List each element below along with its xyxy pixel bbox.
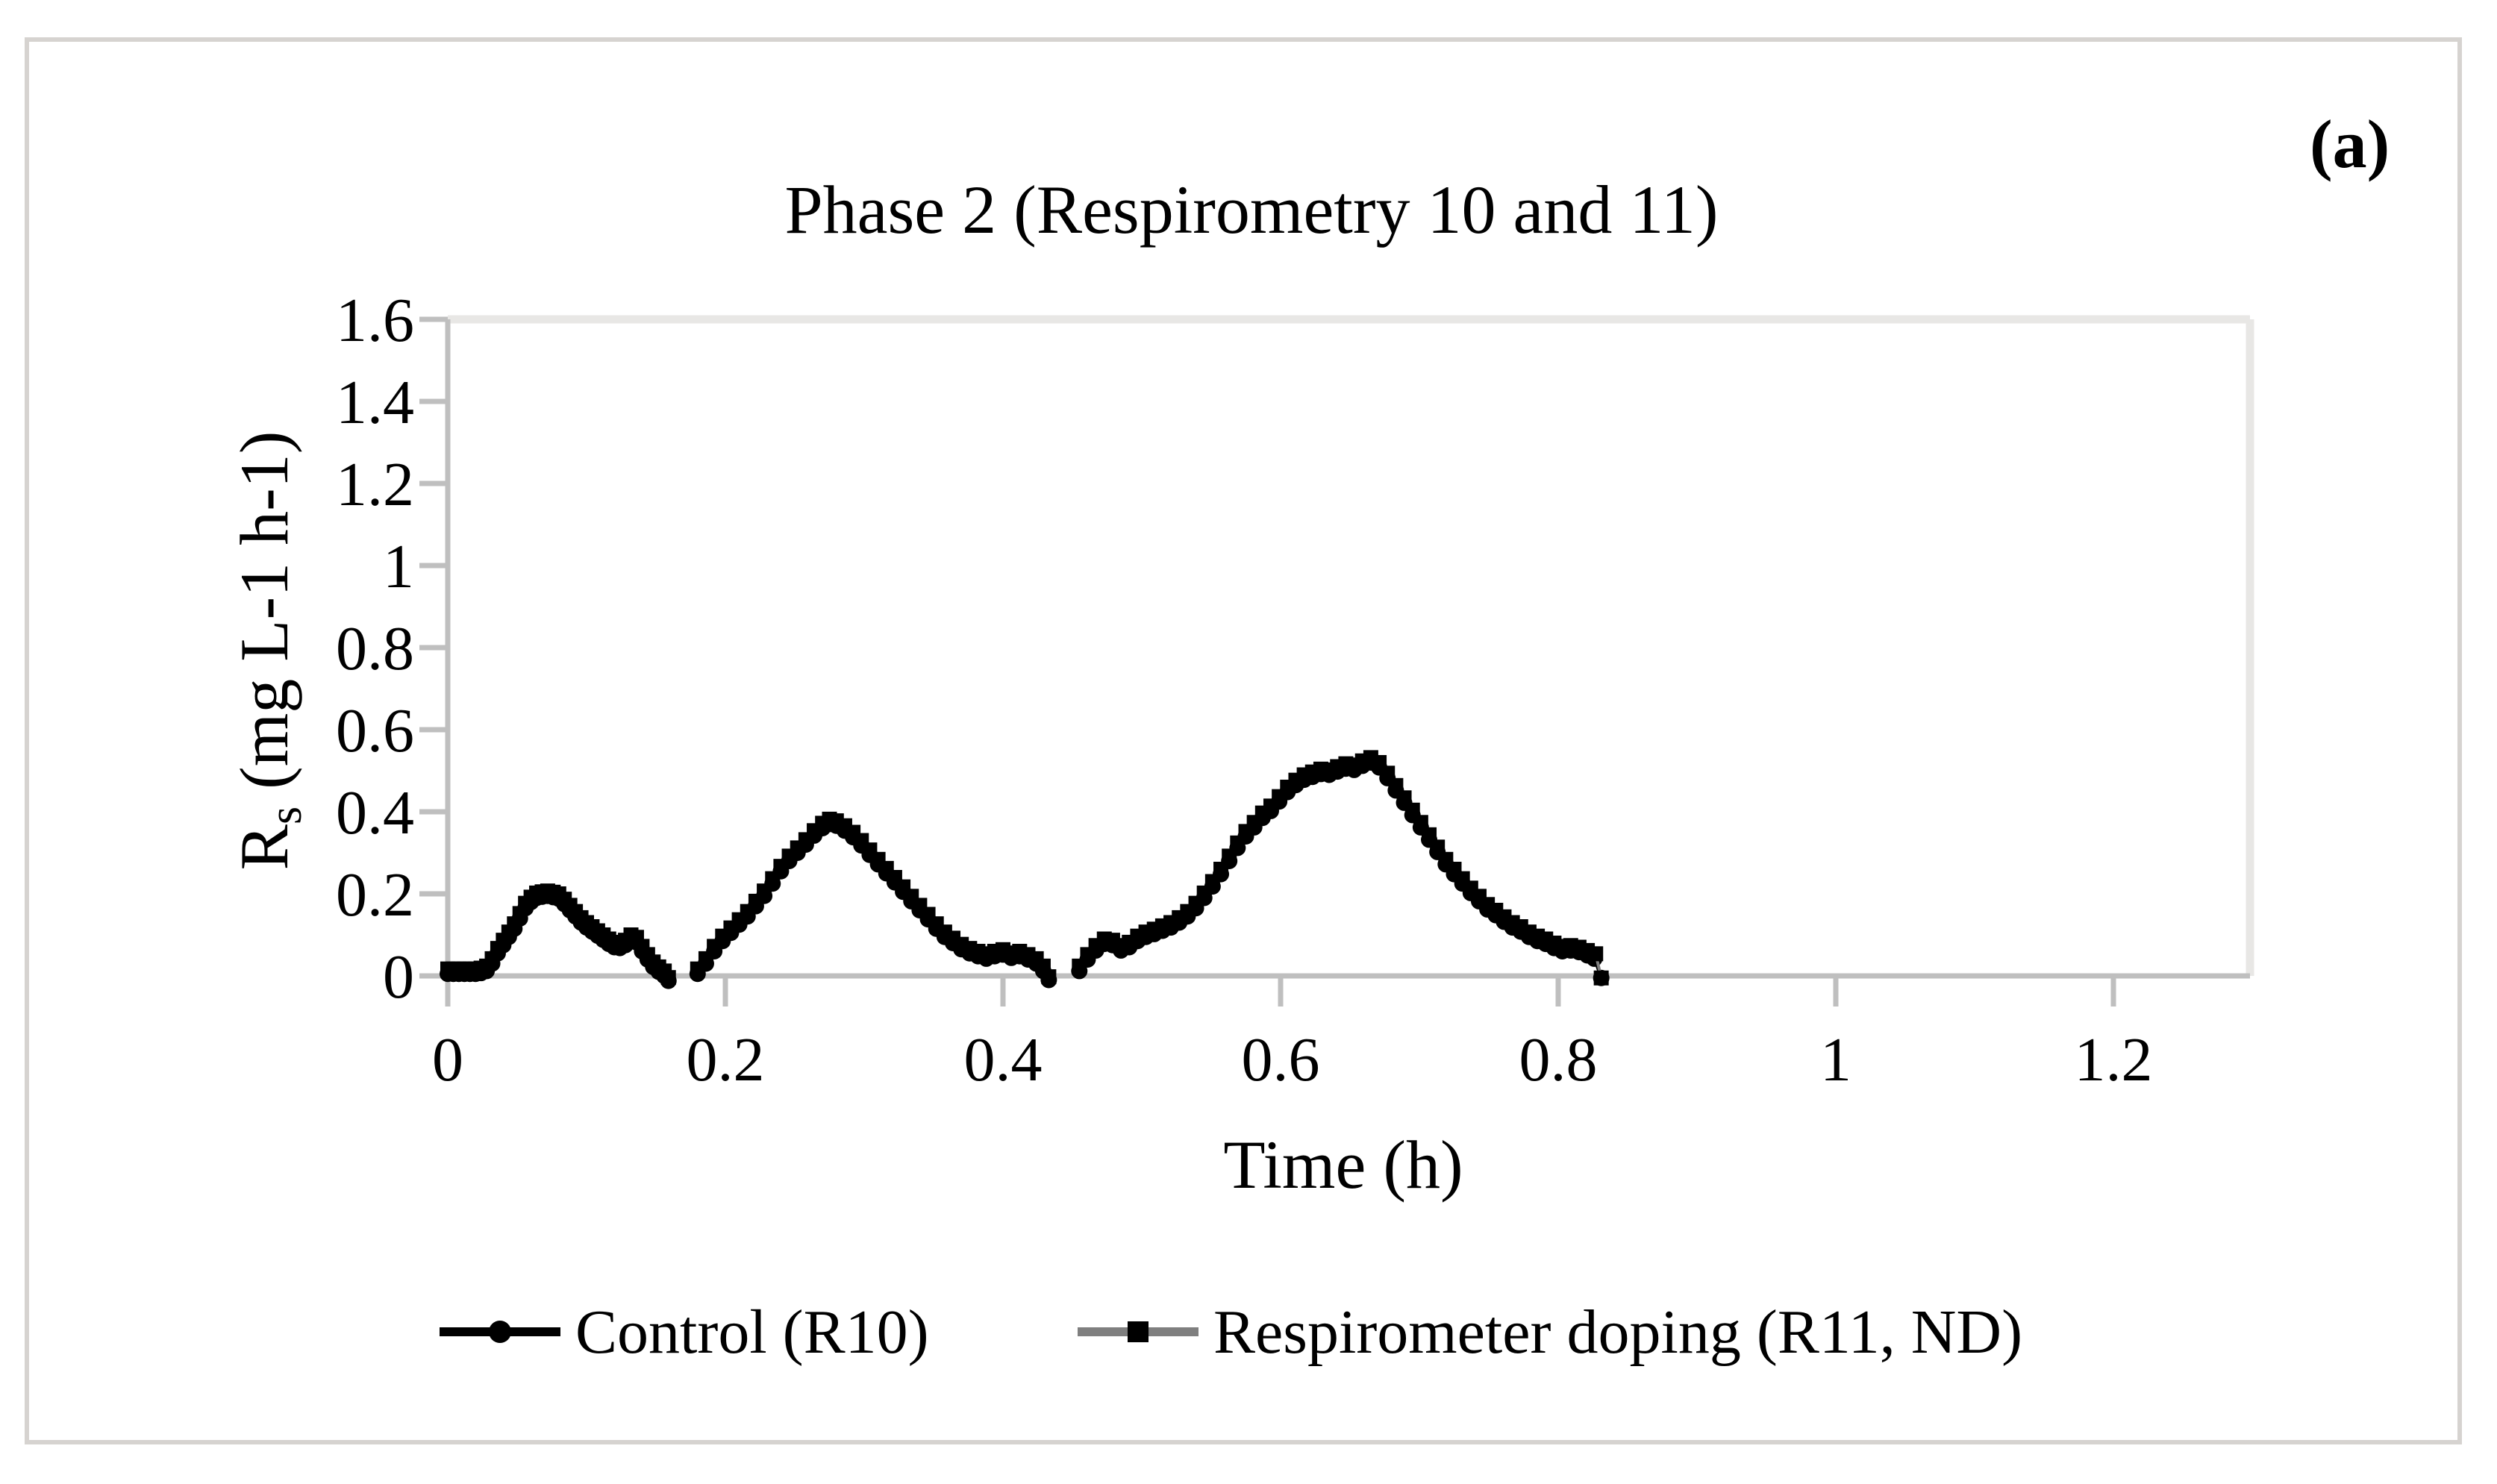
y-axis-title: Rs (mg L-1 h-1) [225, 431, 313, 871]
data-point-square [1430, 839, 1446, 855]
data-point-square [1072, 958, 1087, 974]
x-tick-label: 0.8 [1519, 1025, 1598, 1095]
y-tick-label: 1.6 [336, 286, 414, 355]
legend-label-control: Control (R10) [575, 1297, 929, 1367]
figure-frame [25, 37, 2462, 1444]
data-point-square [1222, 848, 1237, 864]
data-point-square [1593, 970, 1609, 986]
data-point-square [1380, 766, 1396, 781]
y-axis-title-subscript: s [260, 806, 311, 825]
data-point-square [1388, 777, 1404, 793]
x-tick-label: 1.2 [2075, 1025, 2153, 1095]
y-tick-label: 0 [383, 942, 414, 1012]
legend-marker-doping-square-icon [1078, 1321, 1199, 1342]
y-tick-label: 0.2 [336, 860, 414, 930]
data-point-square [1588, 946, 1604, 962]
x-tick-label: 0.6 [1242, 1025, 1320, 1095]
y-tick-label: 1.4 [336, 368, 414, 437]
x-tick-label: 0 [432, 1025, 463, 1095]
y-tick-label: 1.2 [336, 450, 414, 519]
data-point-square [1422, 827, 1437, 842]
data-point-square [698, 951, 713, 966]
chart-title: Phase 2 (Respirometry 10 and 11) [784, 172, 1719, 248]
y-tick-label: 0.8 [336, 614, 414, 683]
y-axis-title-base: R [226, 824, 302, 871]
data-point-square [1196, 885, 1212, 901]
data-point-square [1396, 790, 1412, 806]
data-point-square [1204, 874, 1220, 889]
x-tick-label: 1 [1820, 1025, 1851, 1095]
data-point-square [765, 871, 781, 886]
legend-label-doping: Respirometer doping (R11, ND) [1213, 1297, 2023, 1367]
legend-item-control: Control (R10) [437, 1293, 929, 1371]
series-line-0 [1078, 760, 1603, 979]
y-tick-label: 0.4 [336, 778, 414, 848]
x-axis-title: Time (h) [1223, 1127, 1463, 1203]
data-point-square [1213, 862, 1229, 877]
series-line-1 [1078, 756, 1603, 979]
data-point-square [1041, 969, 1057, 985]
x-tick-label: 0.4 [964, 1025, 1043, 1095]
data-point-square [1230, 835, 1246, 851]
legend-marker-control-circle-icon [440, 1321, 560, 1343]
legend-item-doping: Respirometer doping (R11, ND) [1075, 1293, 2022, 1371]
y-tick-label: 0.6 [336, 696, 414, 766]
x-tick-label: 0.2 [687, 1025, 765, 1095]
data-point-square [757, 883, 772, 899]
y-tick-label: 1 [383, 532, 414, 601]
data-point-square [1413, 815, 1428, 830]
data-point-square [660, 970, 676, 986]
y-axis-title-units: (mg L-1 h-1) [226, 431, 302, 807]
data-point-square [1404, 802, 1420, 818]
panel-label: (a) [2310, 106, 2390, 182]
